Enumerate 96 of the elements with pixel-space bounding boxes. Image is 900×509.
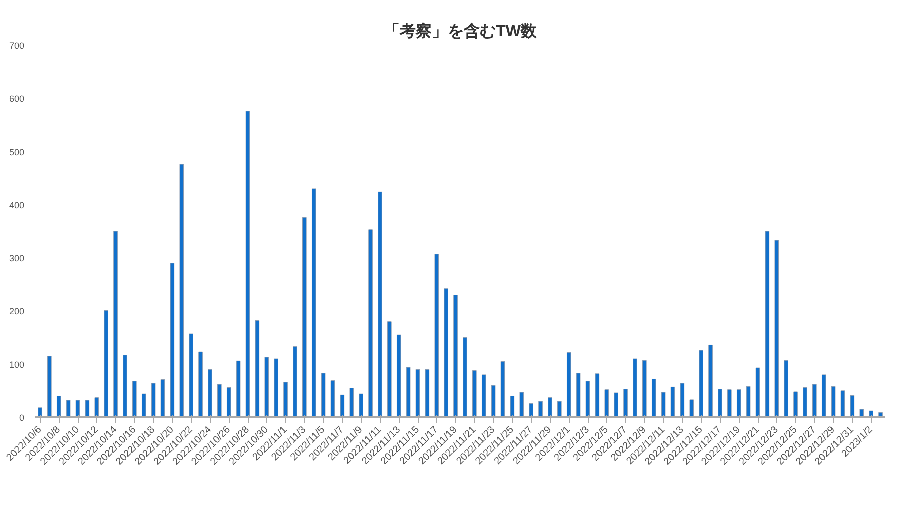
bar [576, 373, 581, 418]
bar [652, 378, 656, 418]
bar [472, 370, 477, 418]
bar [330, 380, 336, 418]
bar [558, 401, 562, 418]
y-tick-label: 500 [9, 147, 25, 158]
bar [388, 322, 392, 418]
bar [321, 373, 326, 418]
bar [170, 263, 175, 418]
bar [293, 346, 298, 418]
bar [284, 382, 288, 418]
bar [642, 360, 647, 418]
y-tick-label: 300 [9, 254, 25, 264]
bar [840, 390, 846, 418]
bar [520, 392, 524, 418]
bar [396, 334, 402, 418]
bar [614, 392, 618, 418]
bar [831, 386, 836, 418]
bar [132, 381, 137, 418]
bar [604, 390, 610, 418]
bar [661, 392, 666, 418]
bar [566, 352, 572, 418]
bar [38, 408, 42, 418]
y-tick-label: 700 [9, 41, 25, 51]
bar [151, 383, 156, 418]
bar [218, 384, 222, 418]
bar [434, 254, 440, 418]
bar [85, 400, 90, 418]
bar [774, 240, 780, 418]
chart-title: 「考察」を含むTW数 [384, 22, 538, 40]
bar [463, 338, 468, 418]
bar [189, 334, 194, 418]
bar [690, 400, 694, 418]
bar [850, 395, 855, 418]
bar [500, 361, 506, 418]
bar [794, 392, 798, 418]
bar [226, 387, 232, 418]
bar [264, 357, 270, 418]
bar [670, 386, 676, 418]
bar [48, 356, 52, 418]
bar [255, 320, 260, 418]
bar [312, 188, 316, 418]
y-tick-label: 0 [19, 413, 25, 423]
bar [586, 381, 590, 418]
bar [274, 358, 278, 418]
bar [180, 164, 184, 418]
bar [350, 388, 354, 418]
bar [680, 383, 685, 418]
bar [765, 231, 770, 418]
bar [624, 389, 628, 418]
bar [94, 398, 100, 418]
y-tick-label: 100 [9, 360, 25, 370]
y-tick-label: 200 [9, 306, 25, 317]
bar [378, 192, 382, 418]
bar [812, 384, 817, 418]
bar [236, 360, 241, 418]
bar [114, 231, 118, 418]
bar [198, 352, 203, 418]
bar [633, 358, 638, 418]
bar [104, 310, 108, 418]
bar [359, 394, 364, 418]
bar [368, 230, 373, 418]
bar [416, 369, 420, 418]
bar [803, 387, 808, 418]
bar [425, 369, 430, 418]
bar [756, 368, 760, 418]
bar [302, 217, 307, 418]
bar [708, 344, 713, 418]
bar [529, 403, 534, 418]
bar [736, 390, 742, 418]
bar [444, 288, 448, 418]
bar [728, 390, 732, 418]
bar [142, 394, 146, 418]
bar [482, 374, 486, 418]
bar [491, 385, 496, 418]
bar [208, 369, 212, 418]
bar [56, 396, 62, 418]
bar [66, 400, 71, 418]
bar [746, 386, 751, 418]
bar [699, 350, 704, 418]
bar [860, 409, 864, 418]
y-tick-label: 600 [9, 94, 25, 104]
bar [718, 389, 722, 418]
bar [595, 374, 600, 418]
bar [510, 396, 515, 418]
bar [548, 398, 552, 418]
bar [123, 355, 128, 418]
bar [538, 401, 543, 418]
bar [454, 295, 458, 418]
bar [406, 367, 411, 418]
bar [784, 360, 788, 418]
bar [160, 380, 166, 418]
y-tick-label: 400 [9, 200, 25, 210]
bar [822, 374, 826, 418]
bar [340, 394, 345, 418]
bar [246, 111, 250, 418]
